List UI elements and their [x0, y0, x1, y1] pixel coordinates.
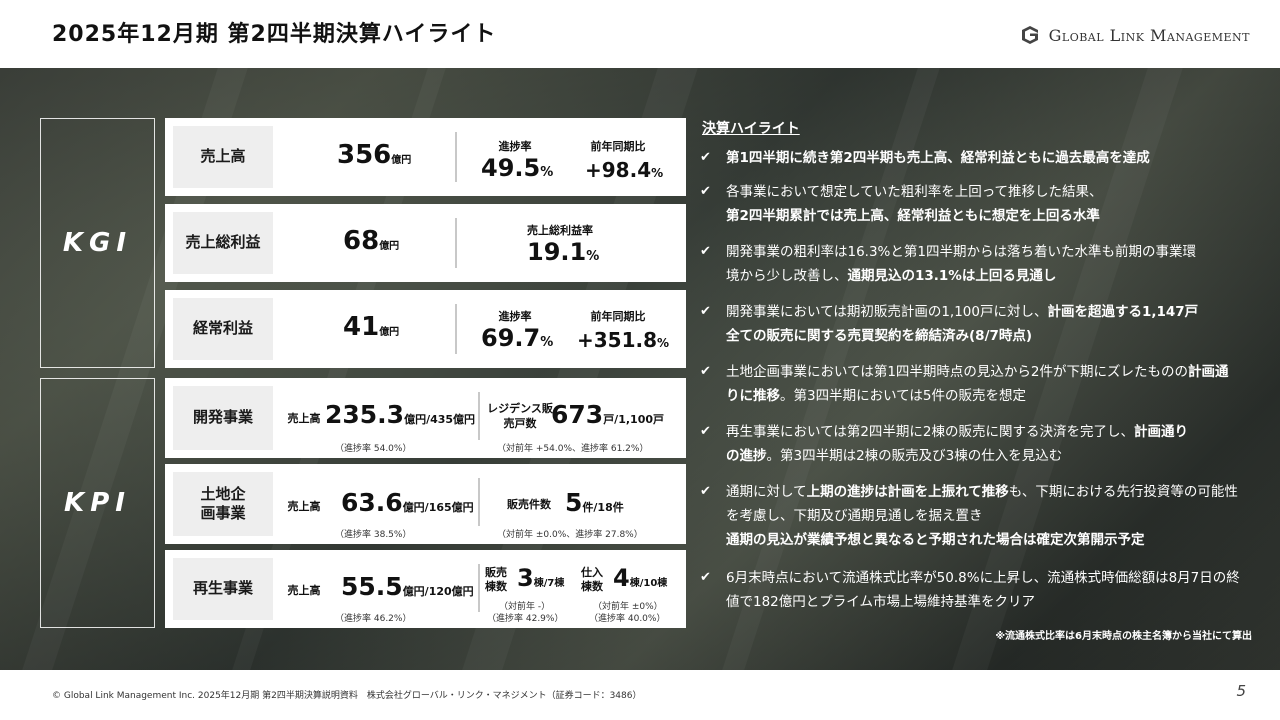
page-title: 2025年12月期 第2四半期決算ハイライト: [52, 22, 497, 47]
kgi-card-ordinary-profit: 経常利益 41億円 進捗率 69.7% 前年同期比 +351.8%: [165, 290, 686, 368]
footnote: ※流通株式比率は6月末時点の株主名簿から当社にて算出: [995, 631, 1252, 642]
kgi-col1-label: 売上総利益率: [527, 224, 593, 237]
check-icon: ✔: [700, 244, 711, 259]
kpi-b-value: 673戸/1,100戸: [551, 400, 664, 429]
kpi-d-note2: （進捗率 40.0%）: [589, 614, 666, 624]
kpi-label: KPI: [64, 488, 131, 518]
kgi-label: KGI: [62, 228, 133, 258]
kpi-b-label: レジデンス販売戸数: [487, 402, 553, 430]
kgi-value: 68億円: [343, 226, 400, 256]
kgi-value: 41億円: [343, 312, 400, 342]
kgi-card-label: 経常利益: [173, 298, 273, 360]
highlight-bullet: ✔ 通期に対して上期の進捗は計画を上振れて推移も、下期における先行投資等の可能性…: [700, 480, 1240, 552]
kgi-col1-value: 69.7%: [481, 324, 554, 352]
kgi-card-label: 売上高: [173, 126, 273, 188]
highlights-title: 決算ハイライト: [702, 121, 800, 137]
kgi-col2-label: 前年同期比: [590, 310, 646, 323]
kpi-b-note: （対前年 +54.0%、進捗率 61.2%）: [497, 444, 649, 454]
highlight-bullet: ✔ 再生事業においては第2四半期に2棟の販売に関する決済を完了し、計画通りの進捗…: [700, 420, 1200, 468]
check-icon: ✔: [700, 304, 711, 319]
footer-copyright: © Global Link Management Inc. 2025年12月期 …: [52, 691, 642, 701]
kpi-card-renovation: 再生事業 売上高 55.5億円/120億円 （進捗率 46.2%） 販売棟数 3…: [165, 550, 686, 628]
kgi-col2-value: +351.8%: [577, 328, 670, 352]
divider: [455, 218, 457, 268]
kpi-card-land-planning: 土地企画事業 売上高 63.6億円/165億円 （進捗率 38.5%） 販売件数…: [165, 464, 686, 544]
check-icon: ✔: [700, 484, 711, 499]
page-number: 5: [1236, 682, 1246, 700]
divider: [478, 564, 480, 612]
kpi-card-development: 開発事業 売上高 235.3億円/435億円 （進捗率 54.0%） レジデンス…: [165, 378, 686, 458]
kpi-card-label: 土地企画事業: [173, 472, 273, 536]
kgi-col1-value: 19.1%: [527, 238, 600, 266]
highlight-bullet: ✔ 土地企画事業においては第1四半期時点の見込から2件が下期にズレたものの計画通…: [700, 360, 1240, 408]
highlight-bullet: ✔ 各事業において想定していた粗利率を上回って推移した結果、 第2四半期累計では売…: [700, 180, 1200, 228]
kpi-c-note1: （対前年 -）: [499, 602, 551, 612]
kpi-d-value: 4棟/10棟: [613, 564, 668, 592]
check-icon: ✔: [700, 364, 711, 379]
header: 2025年12月期 第2四半期決算ハイライト Global Link Manag…: [0, 0, 1280, 68]
divider: [478, 392, 480, 440]
kgi-col1-label: 進捗率: [498, 310, 532, 323]
divider: [478, 478, 480, 526]
kpi-label-box: KPI: [40, 378, 155, 628]
check-icon: ✔: [700, 184, 711, 199]
kpi-sales-label: 売上高: [287, 500, 321, 513]
kgi-card-label: 売上総利益: [173, 212, 273, 274]
kpi-sales-label: 売上高: [287, 412, 321, 425]
kpi-b-label: 販売件数: [507, 498, 551, 511]
kgi-col2-value: +98.4%: [585, 158, 664, 182]
kgi-label-box: KGI: [40, 118, 155, 368]
kgi-card-sales: 売上高 356億円 進捗率 49.5% 前年同期比 +98.4%: [165, 118, 686, 196]
kpi-sales-note: （進捗率 38.5%）: [335, 530, 412, 540]
logo-mark-icon: [1021, 26, 1038, 44]
kpi-sales-value: 235.3億円/435億円: [325, 400, 476, 429]
check-icon: ✔: [700, 150, 711, 165]
highlight-bullet: ✔ 開発事業の粗利率は16.3%と第1四半期からは落ち着いた水準も前期の事業環境…: [700, 240, 1200, 288]
check-icon: ✔: [700, 570, 711, 585]
kpi-c-note2: （進捗率 42.9%）: [487, 614, 564, 624]
company-logo: Global Link Management: [1019, 24, 1250, 46]
kpi-c-value: 3棟/7棟: [517, 564, 565, 592]
kpi-sales-value: 55.5億円/120億円: [341, 572, 474, 601]
kpi-d-note1: （対前年 ±0%）: [593, 602, 663, 612]
kpi-sales-value: 63.6億円/165億円: [341, 488, 474, 517]
kgi-col1-value: 49.5%: [481, 154, 554, 182]
kpi-sales-note: （進捗率 54.0%）: [335, 444, 412, 454]
kpi-sales-label: 売上高: [287, 584, 321, 597]
kpi-card-label: 開発事業: [173, 386, 273, 450]
highlight-bullet: ✔ 第1四半期に続き第2四半期も売上高、経常利益ともに過去最高を達成: [700, 146, 1240, 170]
kgi-card-gross-profit: 売上総利益 68億円 売上総利益率 19.1%: [165, 204, 686, 282]
highlight-bullet: ✔ 開発事業においては期初販売計画の1,100戸に対し、計画を超過する1,147…: [700, 300, 1210, 348]
kpi-d-label: 仕入棟数: [581, 566, 603, 594]
divider: [455, 132, 457, 182]
kpi-card-label: 再生事業: [173, 558, 273, 620]
check-icon: ✔: [700, 424, 711, 439]
divider: [455, 304, 457, 354]
kpi-c-label: 販売棟数: [485, 566, 507, 594]
highlight-bullet: ✔ 6月末時点において流通株式比率が50.8%に上昇し、流通株式時価総額は8月7…: [700, 566, 1240, 614]
logo-text: Global Link Management: [1048, 25, 1250, 45]
kpi-b-note: （対前年 ±0.0%、進捗率 27.8%）: [497, 530, 643, 540]
kpi-sales-note: （進捗率 46.2%）: [335, 614, 412, 624]
kgi-col2-label: 前年同期比: [590, 140, 646, 153]
kgi-col1-label: 進捗率: [498, 140, 532, 153]
kpi-b-value: 5件/18件: [565, 488, 624, 517]
kgi-value: 356億円: [337, 140, 412, 170]
